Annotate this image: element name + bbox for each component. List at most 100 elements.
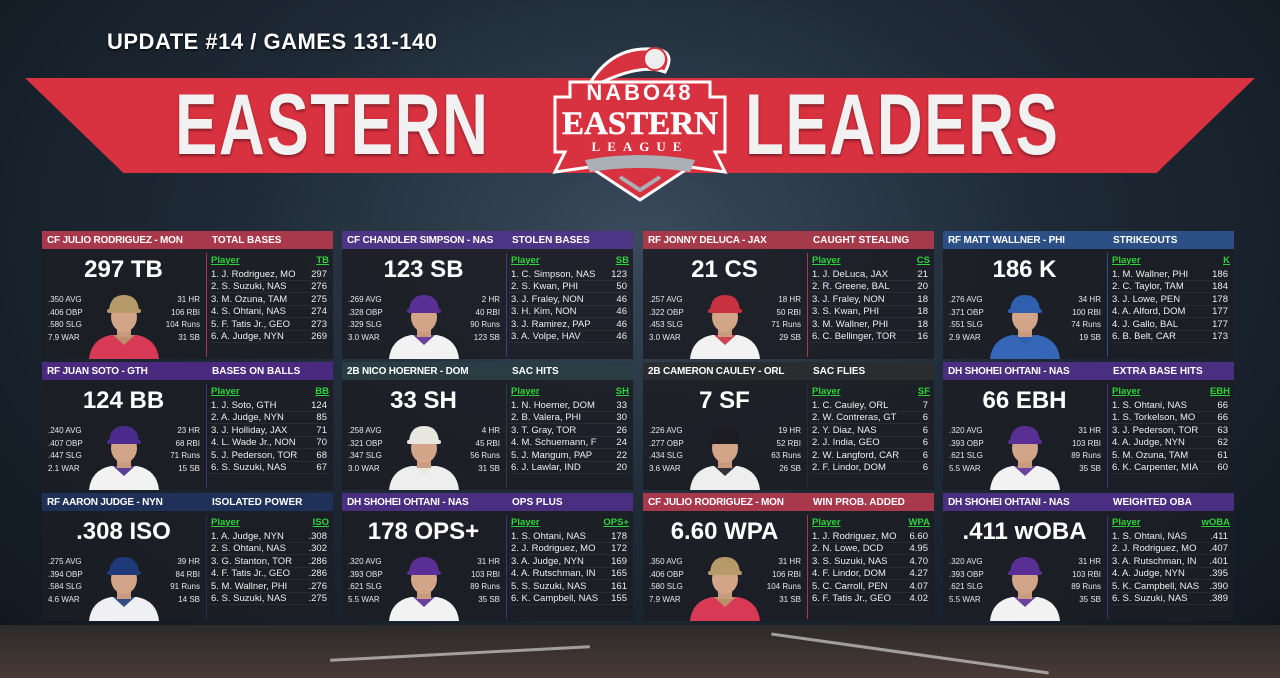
- leader-card: 2B NICO HOERNER - DOM SAC HITS 33 SH .258…: [342, 362, 633, 490]
- divider: [206, 253, 207, 357]
- player-stat-right: 89 Runs: [1071, 451, 1101, 460]
- leader-name: 2. B. Valera, PHI: [511, 412, 582, 424]
- player-stat-left: .320 AVG: [348, 557, 382, 566]
- player-stat-left: 3.0 WAR: [348, 463, 380, 473]
- player-stat-left: 3.0 WAR: [348, 332, 380, 342]
- leader-name: 2. Y. Diaz, NAS: [812, 424, 877, 436]
- divider: [506, 384, 507, 488]
- player-stat-right: 35 SB: [1079, 594, 1101, 604]
- player-stat-right: 18 HR: [778, 295, 801, 304]
- leaderboard-row: 6. K. Carpenter, MIA 60: [1110, 462, 1230, 474]
- player-portrait: [89, 295, 159, 359]
- leader-value: 63: [1217, 424, 1228, 436]
- player-portrait: [89, 557, 159, 621]
- leader-value: .286: [308, 555, 328, 567]
- featured-stat: 6.60 WPA: [670, 518, 779, 545]
- leader-value: 178: [611, 531, 627, 542]
- leader-name: 5. S. Suzuki, NAS: [511, 580, 587, 592]
- player-stat-left: .621 SLG: [949, 582, 983, 591]
- leader-name: 6. J. Lawlar, IND: [511, 462, 581, 473]
- leader-value: 18: [917, 306, 928, 318]
- player-stat-right: 31 SB: [178, 332, 200, 342]
- leader-name: 2. S. Kwan, PHI: [511, 281, 579, 293]
- leaderboard-row: 2. C. Taylor, TAM 184: [1110, 281, 1230, 294]
- divider: [506, 253, 507, 357]
- leader-value: .389: [1209, 593, 1229, 604]
- logo-sub-text: LEAGUE: [592, 139, 689, 154]
- leader-card: DH SHOHEI OHTANI - NAS WEIGHTED OBA .411…: [943, 493, 1234, 621]
- leader-value: 21: [917, 269, 928, 280]
- leader-card: CF JULIO RODRIGUEZ - MON TOTAL BASES 297…: [42, 231, 333, 359]
- divider: [807, 253, 808, 357]
- leader-value: 274: [311, 306, 327, 318]
- leaderboard-row: 2. W. Contreras, GT 6: [810, 412, 930, 425]
- leaderboard-row: 4. L. Wade Jr., NON 70: [209, 437, 329, 450]
- card-header: [342, 231, 633, 249]
- leader-value: 155: [611, 593, 627, 604]
- leader-value: 173: [1212, 331, 1228, 342]
- leader-name: 5. J. Pederson, TOR: [211, 449, 298, 461]
- category-title: TOTAL BASES: [212, 235, 282, 246]
- leaderboard-row: 3. J. Holliday, JAX 71: [209, 425, 329, 437]
- leaderboard-row: 4. A. Judge, NYN .395: [1110, 568, 1230, 581]
- player-stat-left: .275 AVG: [48, 557, 82, 566]
- leader-value: .395: [1209, 568, 1229, 580]
- player-stat-left: 5.5 WAR: [949, 594, 981, 604]
- leaderboard-row: 2. N. Lowe, DCD 4.95: [810, 543, 930, 556]
- leader-name: 3. J. Fraley, NON: [812, 293, 885, 305]
- leaderboard-row: 1. S. Ohtani, NAS .411: [1110, 531, 1230, 543]
- player-stat-right: 84 RBI: [175, 569, 200, 579]
- column-header-stat: WPA: [908, 517, 930, 528]
- featured-stat: 33 SH: [390, 387, 457, 414]
- leaderboard-row: 4. A. Alford, DOM 177: [1110, 306, 1230, 319]
- leader-value: .275: [308, 593, 328, 604]
- player-stat-right: 104 Runs: [165, 320, 200, 329]
- leaderboard-row: 3. A. Rutschman, IN .401: [1110, 556, 1230, 568]
- player-stat-right: 106 RBI: [772, 569, 801, 579]
- leader-name: 2. R. Greene, BAL: [812, 281, 890, 293]
- player-portrait: [690, 295, 760, 359]
- leader-name: 2. A. Judge, NYN: [211, 412, 284, 424]
- leader-value: .401: [1209, 555, 1229, 567]
- featured-player-name: DH SHOHEI OHTANI - NAS: [948, 497, 1070, 508]
- player-stat-left: .320 AVG: [949, 426, 983, 435]
- card-header: [943, 362, 1234, 380]
- leader-value: 123: [611, 269, 627, 280]
- leaderboard-row: 3. J. Fraley, NON 46: [509, 294, 629, 306]
- leader-name: 2. S. Ohtani, NAS: [211, 543, 286, 555]
- leader-value: 6: [922, 462, 928, 473]
- player-portrait: [89, 426, 159, 490]
- leaderboard-row: 5. K. Campbell, NAS .390: [1110, 581, 1230, 593]
- leader-value: .390: [1209, 580, 1229, 592]
- leader-name: 3. J. Fraley, NON: [511, 293, 584, 305]
- leader-name: 4. F. Lindor, DOM: [812, 568, 886, 580]
- leader-value: 20: [616, 462, 627, 473]
- leader-name: 6. C. Bellinger, TOR: [812, 331, 897, 342]
- leaderboard-row: 3. T. Gray, TOR 26: [509, 425, 629, 437]
- featured-player-name: 2B CAMERON CAULEY - ORL: [648, 366, 785, 377]
- leader-value: 178: [1212, 293, 1228, 305]
- divider: [1107, 515, 1108, 619]
- leader-value: 7: [922, 400, 928, 411]
- player-stat-left: .320 AVG: [949, 557, 983, 566]
- leader-value: 6: [922, 424, 928, 436]
- player-stat-right: 68 RBI: [175, 438, 200, 448]
- leaderboard-row: 1. S. Torkelson, MO 66: [1110, 412, 1230, 425]
- leader-value: 66: [1217, 412, 1228, 424]
- player-stat-left: 3.6 WAR: [649, 463, 681, 473]
- player-stat-left: .371 OBP: [949, 307, 984, 317]
- leader-name: 1. J. Soto, GTH: [211, 400, 277, 411]
- player-stat-left: .621 SLG: [949, 451, 983, 460]
- leaderboard-row: 2. Y. Diaz, NAS 6: [810, 425, 930, 437]
- leaderboard-row: 6. F. Tatis Jr., GEO 4.02: [810, 593, 930, 605]
- player-stat-left: .551 SLG: [949, 320, 983, 329]
- player-stat-right: 15 SB: [178, 463, 200, 473]
- leader-card: DH SHOHEI OHTANI - NAS EXTRA BASE HITS 6…: [943, 362, 1234, 490]
- player-stat-left: 5.5 WAR: [348, 594, 380, 604]
- leaderboard-row: 5. F. Tatis Jr., GEO 273: [209, 319, 329, 331]
- player-portrait: [690, 557, 760, 621]
- leader-value: 6: [922, 412, 928, 424]
- player-stat-right: 39 HR: [177, 557, 200, 566]
- leaderboard-row: 6. K. Campbell, NAS 155: [509, 593, 629, 605]
- player-portrait: [389, 295, 459, 359]
